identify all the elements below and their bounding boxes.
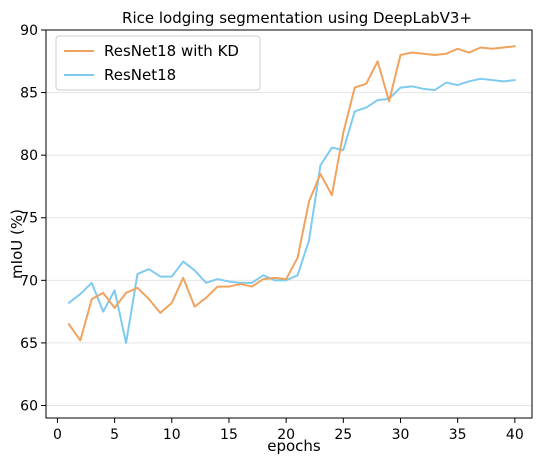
y-tick-label-1: 65 xyxy=(20,336,38,352)
x-tick-label-1: 5 xyxy=(110,427,119,443)
x-tick-label-2: 10 xyxy=(163,427,181,443)
y-tick-label-2: 70 xyxy=(20,273,38,289)
legend-label-1: ResNet18 xyxy=(104,66,176,84)
y-ticks: 60 65 70 75 80 85 90 xyxy=(20,23,46,414)
x-ticks: 0 5 10 15 20 25 30 35 40 xyxy=(53,418,524,443)
y-tick-label-6: 90 xyxy=(20,23,38,39)
chart-title: Rice lodging segmentation using DeepLabV… xyxy=(122,9,472,27)
x-tick-label-5: 25 xyxy=(334,427,352,443)
legend-box xyxy=(55,35,261,91)
legend-label-0: ResNet18 with KD xyxy=(104,42,239,60)
x-tick-label-4: 20 xyxy=(277,427,295,443)
x-tick-label-8: 40 xyxy=(506,427,524,443)
y-tick-label-4: 80 xyxy=(20,148,38,164)
y-tick-label-0: 60 xyxy=(20,398,38,414)
legend: ResNet18 with KD ResNet18 xyxy=(55,35,261,91)
series-line-0 xyxy=(67,45,516,342)
plot-frame xyxy=(45,29,533,419)
series-group xyxy=(67,45,516,344)
series-line-1 xyxy=(67,77,516,344)
y-axis-label: mIoU (%) xyxy=(8,209,26,279)
x-tick-label-3: 15 xyxy=(220,427,238,443)
x-tick-label-0: 0 xyxy=(53,427,62,443)
y-tick-label-3: 75 xyxy=(20,211,38,227)
x-tick-label-7: 35 xyxy=(449,427,467,443)
x-tick-label-6: 30 xyxy=(392,427,410,443)
x-axis-label: epochs xyxy=(267,437,321,455)
y-tick-label-5: 85 xyxy=(20,86,38,102)
